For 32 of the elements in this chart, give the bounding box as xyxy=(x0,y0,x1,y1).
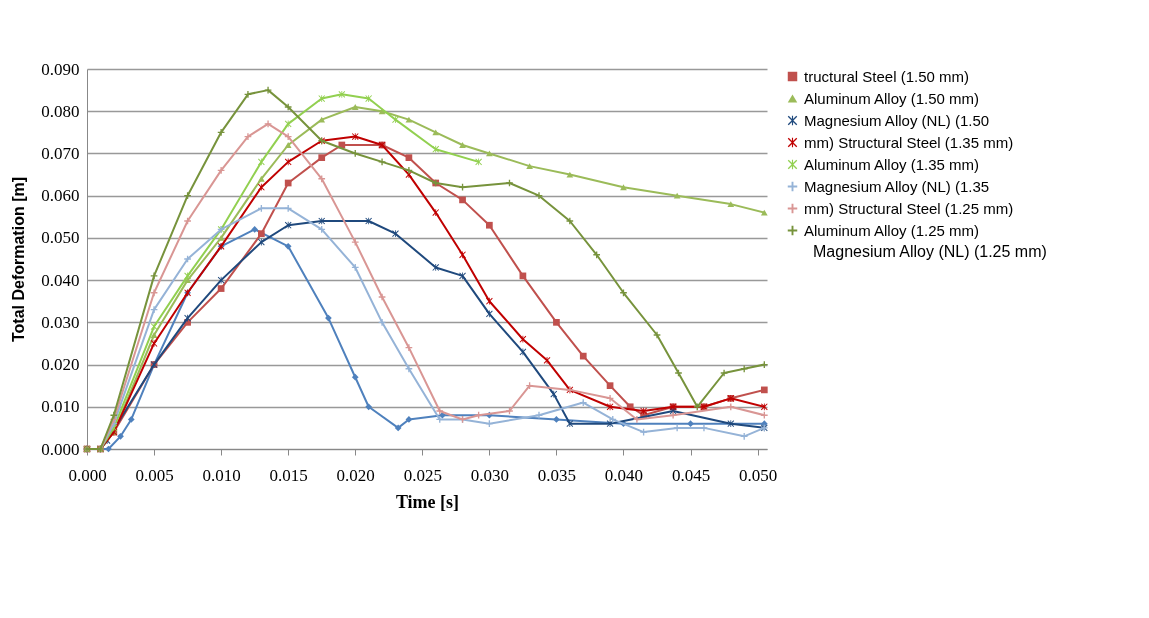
x-tick-label: 0.010 xyxy=(202,465,241,485)
x-tick-label: 0.020 xyxy=(336,465,375,485)
legend-label: Magnesium Alloy (NL) (1.50 xyxy=(804,111,990,129)
legend-label: Aluminum Alloy (1.25 mm) xyxy=(804,221,980,239)
y-tick-label: 0.010 xyxy=(41,397,80,417)
x-tick-label: 0.005 xyxy=(135,465,174,485)
legend-label: mm) Structural Steel (1.25 mm) xyxy=(804,199,1014,217)
y-tick-label: 0.020 xyxy=(41,355,80,375)
legend-label: Magnesium Alloy (NL) (1.35 xyxy=(804,177,990,195)
x-tick-label: 0.000 xyxy=(68,465,107,485)
x-tick-label: 0.045 xyxy=(671,465,711,485)
x-tick-label: 0.040 xyxy=(604,465,644,485)
text: Magnesium Alloy (NL) (1.25 mm) xyxy=(813,243,1047,261)
y-tick-label: 0.030 xyxy=(41,312,80,332)
legend-label: Aluminum Alloy (1.35 mm) xyxy=(804,155,980,173)
y-tick-label: 0.080 xyxy=(41,101,80,121)
legend-label: Aluminum Alloy (1.50 mm) xyxy=(804,89,980,107)
y-tick-label: 0.060 xyxy=(41,186,80,206)
legend-label: mm) Structural Steel (1.35 mm) xyxy=(804,133,1014,151)
x-tick-label: 0.050 xyxy=(738,465,778,485)
y-tick-label: 0.050 xyxy=(41,228,80,248)
y-tick-label: 0.040 xyxy=(41,270,80,290)
x-tick-label: 0.030 xyxy=(470,465,509,485)
y-tick-label: 0.000 xyxy=(41,439,80,459)
x-tick-label: 0.015 xyxy=(269,465,308,485)
y-axis-title: Total Deformation [m] xyxy=(10,176,28,343)
y-tick-label: 0.070 xyxy=(41,143,80,163)
y-tick-label: 0.090 xyxy=(41,59,80,79)
x-axis-title: Time [s] xyxy=(395,491,460,512)
legend-label: tructural Steel (1.50 mm) xyxy=(804,67,970,85)
x-tick-label: 0.025 xyxy=(403,465,442,485)
x-tick-label: 0.035 xyxy=(537,465,577,485)
